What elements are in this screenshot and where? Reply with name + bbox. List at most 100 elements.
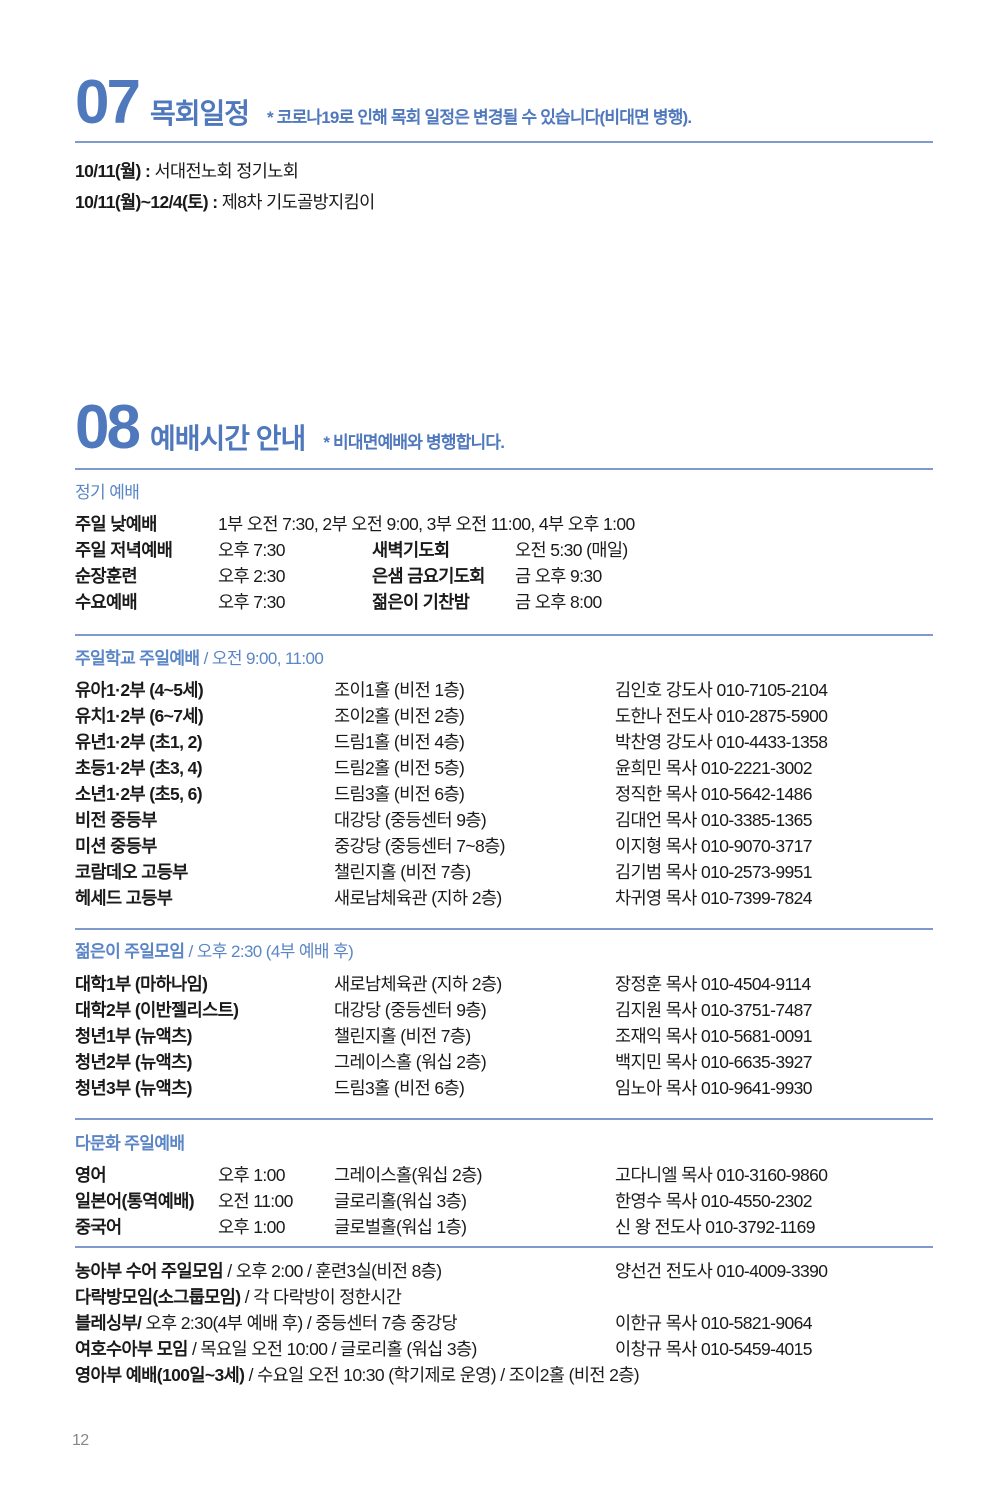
divider [75,928,933,930]
contact: 양선건 전도사 010-4009-3390 [615,1261,828,1281]
regular-worship-heading: 정기 예배 [75,483,140,502]
contact: 정직한 목사 010-5642-1486 [615,784,813,804]
location: 조이2홀 (비전 2층) [334,706,465,726]
location: 글로리홀(워십 3층) [334,1191,467,1211]
contact: 장정훈 목사 010-4504-9114 [615,974,811,994]
contact: 김대언 목사 010-3385-1365 [615,810,813,830]
section-07-note: * 코로나19로 인해 목회 일정은 변경될 수 있습니다(비대면 병행). [267,108,692,127]
department: 청년3부 (뉴액츠) [75,1078,192,1098]
location: 챌린지홀 (비전 7층) [334,1026,471,1046]
youth-heading: 젊은이 주일모임 / 오후 2:30 (4부 예배 후) [75,937,354,962]
contact [647,1362,655,1388]
divider [75,468,933,470]
sunday-school-heading: 주일학교 주일예배 / 오전 9:00, 11:00 [75,644,324,669]
table-row: 영어 오후 1:00 그레이스홀(워십 2층) 고다니엘 목사 010-3160-98… [75,1162,933,1188]
service-name: 은샘 금요기도회 [372,566,485,586]
table-row: 미션 중등부 중강당 (중등센터 7~8층) 이지형 목사 010-9070-371… [75,833,933,859]
section-08-number: 08 [75,393,141,462]
service-time: 금 오후 9:30 [515,566,602,586]
heading-time: / 오전 9:00, 11:00 [199,649,324,668]
meeting-detail: 오후 2:30(4부 예배 후) / 중등센터 7층 중강당 [141,1313,458,1333]
table-row: 코람데오 고등부 챌린지홀 (비전 7층) 김기범 목사 010-2573-9951 [75,859,933,885]
location: 그레이스홀(워십 2층) [334,1165,482,1185]
service-name: 순장훈련 [75,566,138,586]
department: 대학2부 (이반젤리스트) [75,1000,239,1020]
location: 드림2홀 (비전 5층) [334,758,465,778]
department: 코람데오 고등부 [75,862,188,882]
table-row: 비전 중등부 대강당 (중등센터 9층) 김대언 목사 010-3385-1365 [75,807,933,833]
contact: 김인호 강도사 010-7105-2104 [615,680,828,700]
location: 드림3홀 (비전 6층) [334,784,465,804]
regular-worship-table: 주일 낮예배 1부 오전 7:30, 2부 오전 9:00, 3부 오전 11:… [75,511,933,615]
contact: 차귀영 목사 010-7399-7824 [615,888,813,908]
sunday-school-table: 유아1·2부 (4~5세) 조이1홀 (비전 1층) 김인호 강도사 010-710… [75,677,933,911]
contact: 고다니엘 목사 010-3160-9860 [615,1165,828,1185]
language: 중국어 [75,1217,122,1237]
contact: 도한나 전도사 010-2875-5900 [615,706,828,726]
location: 글로벌홀(워십 1층) [334,1217,467,1237]
section-08-title: 예배시간 안내 [149,423,306,454]
department: 유아1·2부 (4~5세) [75,680,204,700]
table-row: 유년1·2부 (초1, 2) 드림1홀 (비전 4층) 박찬영 강도사 010-44… [75,729,933,755]
schedule-text: 제8차 기도골방지킴이 [217,192,376,212]
location: 조이1홀 (비전 1층) [334,680,465,700]
multicultural-heading: 다문화 주일예배 [75,1134,185,1153]
divider [75,1246,933,1248]
location: 드림3홀 (비전 6층) [334,1078,465,1098]
meeting-item: 여호수아부 모임 / 목요일 오전 10:00 / 글로리홀 (워십 3층) 이창… [75,1336,933,1362]
department: 유년1·2부 (초1, 2) [75,732,203,752]
meeting-name: 여호수아부 모임 [75,1339,188,1359]
meeting-item: 농아부 수어 주일모임 / 오후 2:00 / 훈련3실(비전 8층) 양선건 전… [75,1258,933,1284]
contact: 윤희민 목사 010-2221-3002 [615,758,813,778]
department: 비전 중등부 [75,810,157,830]
table-row: 순장훈련 오후 2:30 은샘 금요기도회 금 오후 9:30 [75,563,933,589]
location: 대강당 (중등센터 9층) [334,1000,487,1020]
contact: 조재익 목사 010-5681-0091 [615,1026,813,1046]
multicultural-table: 영어 오후 1:00 그레이스홀(워십 2층) 고다니엘 목사 010-3160-98… [75,1162,933,1240]
time: 오전 11:00 [218,1191,293,1211]
table-row: 청년1부 (뉴액츠) 챌린지홀 (비전 7층) 조재익 목사 010-5681-00… [75,1023,933,1049]
schedule-date: 10/11(월)~12/4(토) : [75,192,218,212]
location: 챌린지홀 (비전 7층) [334,862,471,882]
service-time: 금 오후 8:00 [515,592,602,612]
contact: 백지민 목사 010-6635-3927 [615,1052,813,1072]
heading-label: 젊은이 주일모임 [75,942,185,961]
table-row: 대학1부 (마하나임) 새로남체육관 (지하 2층) 장정훈 목사 010-4504… [75,971,933,997]
section-07-header: 07 목회일정 * 코로나19로 인해 목회 일정은 변경될 수 있습니다(비대… [75,68,692,137]
language: 일본어(통역예배) [75,1191,195,1211]
department: 미션 중등부 [75,836,157,856]
time: 오후 1:00 [218,1165,286,1185]
meeting-item: 영아부 예배(100일~3세) / 수요일 오전 10:30 (학기제로 운영)… [75,1362,933,1388]
service-time: 오후 7:30 [218,540,286,560]
meeting-detail: / 수요일 오전 10:30 (학기제로 운영) / 조이2홀 (비전 2층) [244,1365,640,1385]
service-time: 1부 오전 7:30, 2부 오전 9:00, 3부 오전 11:00, 4부 … [218,514,635,534]
department: 초등1·2부 (초3, 4) [75,758,203,778]
meeting-name: 다락방모임(소그룹모임) [75,1287,241,1307]
schedule-date: 10/11(월) : [75,161,151,181]
contact: 임노아 목사 010-9641-9930 [615,1078,813,1098]
contact: 김기범 목사 010-2573-9951 [615,862,813,882]
table-row: 청년3부 (뉴액츠) 드림3홀 (비전 6층) 임노아 목사 010-9641-99… [75,1075,933,1101]
youth-table: 대학1부 (마하나임) 새로남체육관 (지하 2층) 장정훈 목사 010-4504… [75,971,933,1101]
location: 대강당 (중등센터 9층) [334,810,487,830]
table-row: 일본어(통역예배) 오전 11:00 글로리홀(워십 3층) 한영수 목사 010-4… [75,1188,933,1214]
heading-time: / 오후 2:30 (4부 예배 후) [184,942,354,961]
service-name: 주일 낮예배 [75,514,157,534]
page-number: 12 [72,1432,89,1449]
meeting-item: 블레싱부/ 오후 2:30(4부 예배 후) / 중등센터 7층 중강당 이한규 … [75,1310,933,1336]
table-row: 소년1·2부 (초5, 6) 드림3홀 (비전 6층) 정직한 목사 010-564… [75,781,933,807]
service-name: 젊은이 기찬밤 [372,592,470,612]
language: 영어 [75,1165,107,1185]
section-08-header: 08 예배시간 안내 * 비대면예배와 병행합니다. [75,393,505,462]
meeting-name: 블레싱부/ [75,1313,142,1333]
contact: 김지원 목사 010-3751-7487 [615,1000,813,1020]
schedule-item: 10/11(월) : 서대전노회 정기노회 [75,158,299,184]
divider [75,141,933,143]
divider [75,634,933,636]
location: 중강당 (중등센터 7~8층) [334,836,505,856]
section-07-title: 목회일정 [149,98,250,129]
table-row: 유아1·2부 (4~5세) 조이1홀 (비전 1층) 김인호 강도사 010-710… [75,677,933,703]
divider [75,1118,933,1120]
section-07-number: 07 [75,68,141,137]
